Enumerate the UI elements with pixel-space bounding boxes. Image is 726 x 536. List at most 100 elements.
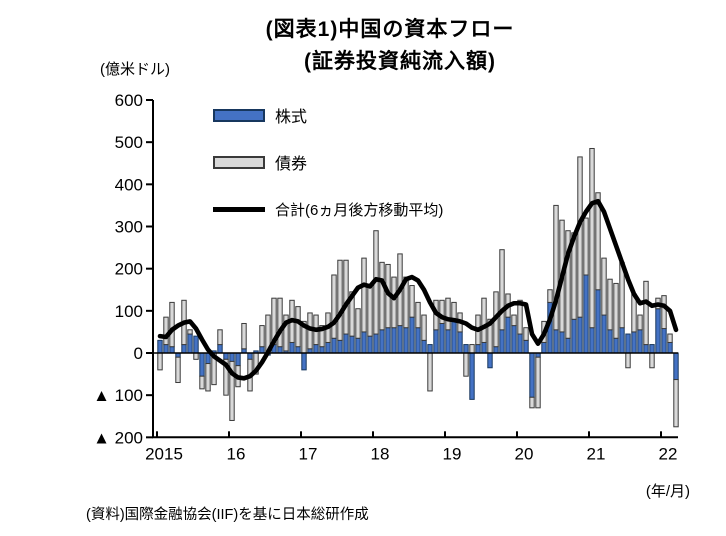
- bar-bond: [529, 396, 535, 409]
- bar-equity: [667, 341, 673, 354]
- bar-equity: [361, 331, 367, 354]
- bar-equity: [541, 341, 547, 354]
- legend-label-equity: 株式: [275, 109, 308, 126]
- legend-label-total: 合計(6ヵ月後方移動平均): [275, 202, 444, 219]
- bar-bond: [667, 333, 673, 343]
- bar-equity: [301, 352, 307, 371]
- y-axis-tick-label: 300: [115, 217, 143, 236]
- bar-equity: [457, 331, 463, 354]
- bar-bond: [439, 299, 445, 324]
- bar-equity: [571, 318, 577, 354]
- bar-bond: [649, 352, 655, 369]
- bar-equity: [169, 346, 175, 354]
- bar-equity: [217, 344, 223, 354]
- bar-bond: [661, 295, 667, 330]
- bar-bond: [637, 314, 643, 331]
- bar-bond: [595, 192, 601, 291]
- bar-equity: [349, 335, 355, 354]
- x-axis-year-label: 16: [227, 444, 246, 463]
- legend-item-total: 合計(6ヵ月後方移動平均): [213, 199, 443, 220]
- bar-equity: [181, 344, 187, 354]
- bar-bond: [349, 291, 355, 337]
- bar-equity: [631, 331, 637, 354]
- legend-label-bond: 債券: [275, 156, 308, 173]
- bar-equity: [313, 344, 319, 354]
- bar-bond: [205, 363, 211, 392]
- source-credit: (資料)国際金融協会(IIF)を基に日本総研作成: [86, 507, 369, 523]
- y-axis-tick-label: ▲ 200: [93, 428, 143, 447]
- bar-bond: [517, 299, 523, 335]
- y-axis-tick-label: 0: [134, 344, 143, 363]
- bar-equity: [451, 318, 457, 354]
- bar-bond: [259, 325, 265, 348]
- bar-bond: [163, 316, 169, 346]
- y-axis-tick-label: 600: [115, 91, 143, 110]
- bar-equity: [607, 329, 613, 354]
- bar-equity: [259, 346, 265, 354]
- bar-equity: [427, 344, 433, 354]
- bar-bond: [589, 147, 595, 329]
- bar-bond: [367, 285, 373, 337]
- x-axis-year-label: 17: [299, 444, 318, 463]
- bar-equity: [355, 337, 361, 354]
- bar-bond: [613, 282, 619, 339]
- bar-bond: [553, 204, 559, 331]
- x-axis-year-label: 20: [515, 444, 534, 463]
- y-axis-tick-label: 500: [115, 133, 143, 152]
- bar-equity: [511, 325, 517, 354]
- bar-bond: [511, 314, 517, 327]
- bar-bond: [481, 297, 487, 343]
- bar-equity: [439, 322, 445, 354]
- bar-bond: [427, 352, 433, 392]
- bar-equity: [445, 329, 451, 354]
- bar-equity: [661, 328, 667, 354]
- bar-bond: [565, 230, 571, 339]
- bar-equity: [649, 344, 655, 354]
- bar-bond: [643, 280, 649, 346]
- bar-bond: [199, 375, 205, 390]
- bar-equity: [601, 314, 607, 354]
- bar-equity: [157, 339, 163, 354]
- bar-equity: [409, 316, 415, 354]
- bar-equity: [559, 331, 565, 354]
- bar-bond: [577, 156, 583, 318]
- bar-equity: [397, 325, 403, 354]
- bar-equity: [589, 327, 595, 354]
- bar-equity: [505, 316, 511, 354]
- total-ma-line: [157, 198, 679, 381]
- bar-bond: [277, 297, 283, 348]
- bar-bond: [547, 289, 553, 303]
- equity-bar-swatch-icon: [213, 108, 265, 122]
- bar-equity: [373, 333, 379, 354]
- y-axis-tick-label: 200: [115, 260, 143, 279]
- bar-equity: [391, 327, 397, 354]
- bar-equity: [595, 289, 601, 354]
- bar-equity: [673, 352, 679, 381]
- bar-equity: [613, 337, 619, 354]
- bar-bond: [499, 249, 505, 331]
- legend-item-bond: 債券: [213, 150, 307, 174]
- bar-equity: [553, 329, 559, 354]
- bar-bond: [355, 308, 361, 339]
- bar-equity: [199, 352, 205, 377]
- bar-equity: [289, 341, 295, 354]
- bar-bond: [535, 356, 541, 409]
- x-axis-year-label: 21: [587, 444, 606, 463]
- bar-bond: [463, 352, 469, 377]
- bar-bond: [361, 257, 367, 333]
- y-axis-unit-label: (億米ドル): [100, 61, 170, 78]
- bar-bond: [469, 344, 475, 354]
- bar-bond: [445, 297, 451, 331]
- x-axis-unit-note: (年/月): [645, 483, 690, 500]
- bar-equity: [163, 344, 169, 354]
- bar-equity: [583, 274, 589, 354]
- bar-bond: [583, 217, 589, 276]
- bar-equity: [469, 352, 475, 400]
- x-axis-year-label: 2015: [145, 444, 183, 463]
- bar-equity: [565, 337, 571, 354]
- bar-bond: [295, 306, 301, 348]
- bar-equity: [235, 352, 241, 367]
- total-line-swatch-icon: [213, 207, 265, 212]
- bar-equity: [643, 344, 649, 354]
- bar-equity: [619, 327, 625, 354]
